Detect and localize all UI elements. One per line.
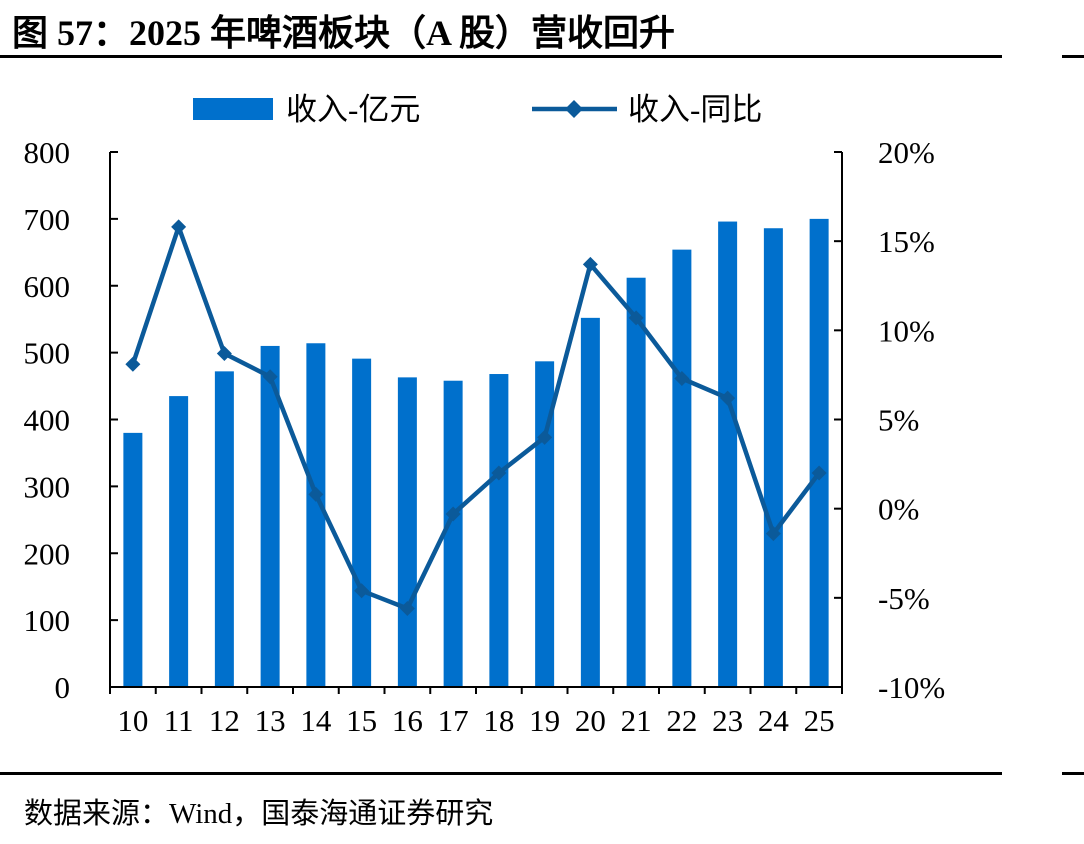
x-tick-label: 21 bbox=[621, 703, 652, 738]
bottom-rule bbox=[0, 772, 1002, 775]
x-tick-label: 24 bbox=[758, 703, 790, 738]
x-tick-label: 20 bbox=[575, 703, 606, 738]
x-tick-label: 25 bbox=[804, 703, 835, 738]
bar-21 bbox=[626, 277, 646, 687]
x-tick-label: 19 bbox=[529, 703, 560, 738]
yoy-point-19 bbox=[537, 429, 553, 445]
yoy-point-18 bbox=[491, 465, 507, 481]
x-tick-label: 17 bbox=[438, 703, 469, 738]
yoy-point-15 bbox=[354, 583, 370, 599]
bar-13 bbox=[260, 345, 280, 687]
y-left-tick-label: 300 bbox=[24, 469, 71, 504]
x-tick-label: 11 bbox=[164, 703, 194, 738]
y-left-tick-label: 200 bbox=[24, 536, 71, 571]
bar-14 bbox=[306, 343, 326, 687]
yoy-point-20 bbox=[582, 256, 598, 272]
yoy-point-23 bbox=[720, 390, 736, 406]
yoy-point-21 bbox=[628, 310, 644, 326]
y-left-tick-label: 500 bbox=[24, 336, 71, 371]
x-tick-label: 12 bbox=[209, 703, 240, 738]
x-tick-label: 10 bbox=[117, 703, 148, 738]
legend-line-marker bbox=[565, 100, 583, 118]
y-left-tick-label: 700 bbox=[24, 202, 71, 237]
legend-line-label: 收入-同比 bbox=[628, 92, 762, 127]
chart-legend: 收入-亿元 收入-同比 bbox=[193, 92, 762, 127]
x-tick-label: 22 bbox=[666, 703, 697, 738]
y-right-tick-label: -5% bbox=[878, 581, 930, 616]
y-right-tick-label: -10% bbox=[878, 670, 945, 705]
bar-20 bbox=[580, 317, 600, 687]
yoy-point-17 bbox=[445, 506, 461, 522]
bar-18 bbox=[489, 374, 509, 687]
bar-10 bbox=[123, 432, 143, 687]
bottom-rule-right-fragment bbox=[1062, 772, 1084, 775]
y-right-tick-label: 0% bbox=[878, 492, 919, 527]
x-tick-label: 13 bbox=[255, 703, 286, 738]
x-tick-label: 16 bbox=[392, 703, 423, 738]
x-tick-label: 18 bbox=[483, 703, 514, 738]
bar-17 bbox=[443, 380, 463, 687]
bar-23 bbox=[718, 221, 738, 688]
yoy-point-14 bbox=[308, 486, 324, 502]
bar-22 bbox=[672, 249, 692, 687]
y-left-tick-label: 800 bbox=[24, 135, 71, 170]
yoy-point-22 bbox=[674, 370, 690, 386]
bar-24 bbox=[763, 228, 783, 688]
yoy-point-13 bbox=[262, 369, 278, 385]
source-note: 数据来源：Wind，国泰海通证券研究 bbox=[24, 798, 494, 830]
yoy-point-12 bbox=[216, 346, 232, 362]
x-tick-label: 23 bbox=[712, 703, 743, 738]
bar-11 bbox=[169, 396, 189, 687]
top-rule bbox=[0, 55, 1002, 58]
legend-bar-label: 收入-亿元 bbox=[286, 92, 420, 127]
yoy-point-25 bbox=[811, 465, 827, 481]
y-left-tick-label: 0 bbox=[55, 670, 71, 705]
bar-12 bbox=[214, 371, 234, 687]
yoy-line-path bbox=[130, 224, 821, 611]
y-left-tick-label: 600 bbox=[24, 269, 71, 304]
y-right-tick-label: 15% bbox=[878, 224, 935, 259]
bar-25 bbox=[809, 218, 829, 687]
chart-axes: 0 100 200 300 400 500 600 700 800 -10% -5% 0% 5% 10% 1… bbox=[24, 135, 946, 738]
x-tick-label: 14 bbox=[300, 703, 332, 738]
yoy-point-10 bbox=[125, 356, 141, 372]
top-rule-right-fragment bbox=[1062, 55, 1084, 58]
y-right-tick-label: 20% bbox=[878, 135, 935, 170]
x-tick-label: 15 bbox=[346, 703, 377, 738]
figure-title: 图 57：2025 年啤酒板块（A 股）营收回升 bbox=[12, 13, 676, 53]
y-left-tick-label: 100 bbox=[24, 603, 71, 638]
revenue-bars bbox=[123, 218, 829, 688]
yoy-point-16 bbox=[399, 601, 415, 617]
bar-15 bbox=[352, 358, 372, 687]
yoy-point-24 bbox=[765, 526, 781, 542]
legend-bar-swatch bbox=[193, 98, 273, 120]
yoy-line bbox=[125, 219, 827, 617]
yoy-point-11 bbox=[171, 219, 187, 235]
y-right-tick-label: 5% bbox=[878, 403, 919, 438]
bar-16 bbox=[397, 377, 417, 687]
y-right-tick-label: 10% bbox=[878, 313, 935, 348]
y-left-tick-label: 400 bbox=[24, 403, 71, 438]
